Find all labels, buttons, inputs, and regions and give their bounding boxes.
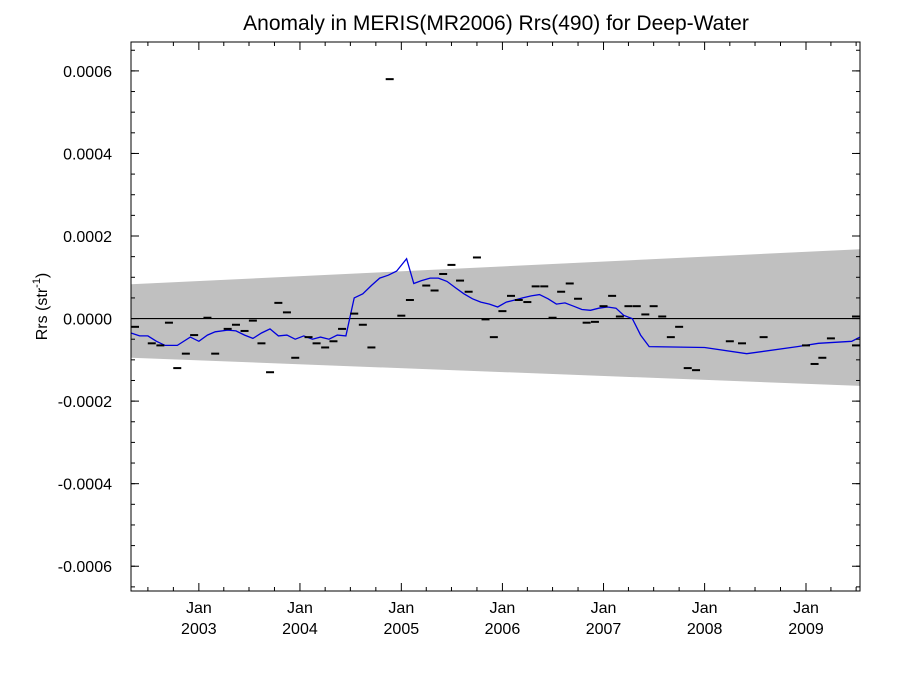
x-tick-month-label: Jan (388, 600, 414, 617)
y-tick-label: 0.0000 (63, 312, 112, 329)
x-tick-month-label: Jan (287, 600, 313, 617)
y-axis: -0.0006 -0.0004 -0.0002 0.0000 0.0002 0.0004 0… (58, 49, 860, 588)
y-tick-label: -0.0004 (58, 477, 112, 494)
x-tick-month-label: Jan (490, 600, 516, 617)
x-axis: Jan 2003 Jan 2004 Jan 2005 Jan 2006 Jan 2007 Jan 20… (147, 42, 857, 638)
y-tick-label: 0.0006 (63, 64, 112, 81)
x-tick-month-label: Jan (793, 600, 819, 617)
x-tick-year-label: 2009 (788, 621, 824, 638)
plot-frame (130, 41, 861, 592)
y-axis-label-main: Rrs (str (34, 287, 51, 340)
x-tick-month-label: Jan (591, 600, 617, 617)
x-tick-year-label: 2007 (586, 621, 622, 638)
x-tick-year-label: 2004 (282, 621, 318, 638)
x-tick-year-label: 2003 (181, 621, 217, 638)
y-tick-label: -0.0002 (58, 394, 112, 411)
x-tick-month-label: Jan (186, 600, 212, 617)
y-axis-label: Rrs (str-1) (31, 273, 51, 341)
chart-title: Anomaly in MERIS(MR2006) Rrs(490) for De… (243, 12, 749, 35)
y-tick-label: 0.0002 (63, 229, 112, 246)
x-tick-year-label: 2005 (384, 621, 420, 638)
confidence-band (131, 249, 860, 386)
y-tick-label: -0.0006 (58, 559, 112, 576)
anomaly-markers (131, 78, 860, 374)
y-tick-label: 0.0004 (63, 146, 112, 163)
plot-area (130, 78, 861, 386)
x-tick-month-label: Jan (692, 600, 718, 617)
y-axis-label-tail: ) (34, 273, 51, 278)
x-tick-year-label: 2008 (687, 621, 723, 638)
x-tick-year-label: 2006 (485, 621, 521, 638)
y-axis-label-superscript: -1 (31, 278, 43, 288)
